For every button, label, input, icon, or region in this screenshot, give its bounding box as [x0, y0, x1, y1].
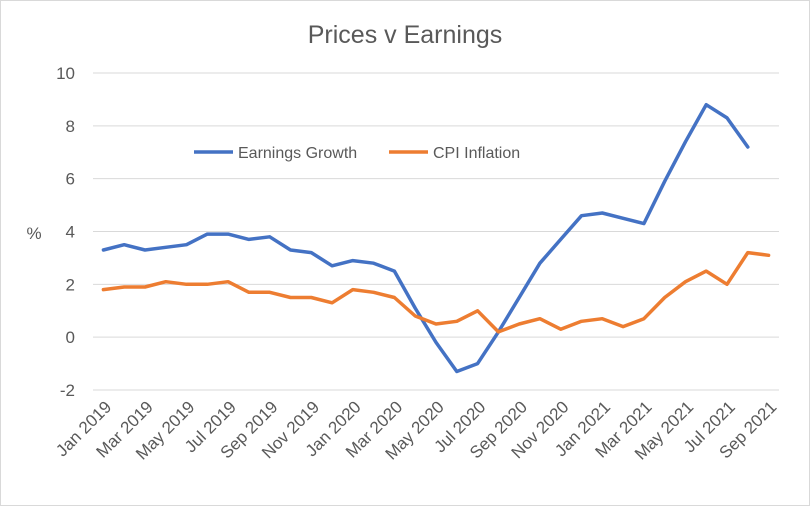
- legend-label-cpi-inflation: CPI Inflation: [433, 145, 520, 162]
- y-axis-ticks: -2 0 2 4 6 8 10: [56, 64, 75, 400]
- series-lines: [101, 102, 771, 374]
- chart-title: Prices v Earnings: [308, 21, 503, 49]
- series-line-earnings-growth: [101, 102, 750, 374]
- y-tick-label-0: 0: [66, 328, 75, 347]
- y-axis-label: %: [26, 224, 41, 243]
- y-tick-label-10: 10: [56, 64, 75, 83]
- y-tick-label-8: 8: [66, 117, 75, 136]
- y-tick-label--2: -2: [60, 381, 75, 400]
- legend: Earnings Growth CPI Inflation: [194, 145, 520, 162]
- series-line-cpi-inflation: [101, 250, 771, 334]
- y-tick-label-4: 4: [66, 223, 75, 242]
- legend-label-earnings-growth: Earnings Growth: [238, 145, 357, 162]
- y-tick-label-2: 2: [66, 275, 75, 294]
- y-tick-label-6: 6: [66, 170, 75, 189]
